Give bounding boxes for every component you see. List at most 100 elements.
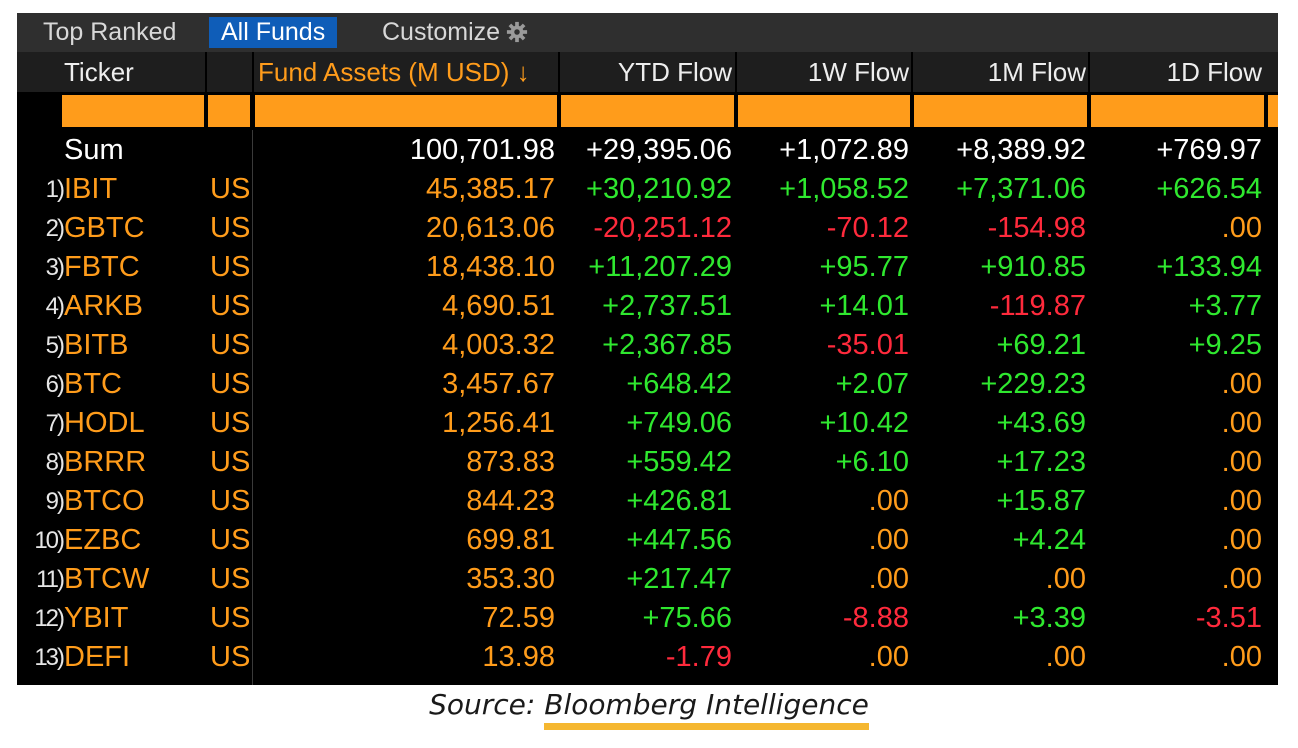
m1-flow-value: +43.69	[996, 407, 1086, 439]
table-row[interactable]: 13) DEFI US 13.98 -1.79 .00 .00 .00	[17, 638, 1278, 677]
fund-assets-value: 844.23	[466, 485, 555, 517]
tab-all-funds[interactable]: All Funds	[209, 17, 338, 48]
fund-assets-value: 18,438.10	[425, 251, 555, 283]
ticker-link[interactable]: BTCO	[64, 485, 145, 517]
column-header-ytd-flow[interactable]: YTD Flow	[617, 57, 732, 87]
column-header-1d-flow[interactable]: 1D Flow	[1166, 57, 1262, 87]
table-row[interactable]: 12) YBIT US 72.59 +75.66 -8.88 +3.39 -3.51	[17, 599, 1278, 638]
table-row[interactable]: 4) ARKB US 4,690.51 +2,737.51 +14.01 -119.87 +3…	[17, 287, 1278, 326]
filter-input-overflow[interactable]	[1268, 95, 1278, 127]
row-index: 1)	[45, 176, 65, 203]
country-code: US	[210, 641, 251, 673]
column-divider	[911, 52, 913, 92]
d1-flow-value: +626.54	[1156, 173, 1262, 205]
fund-assets-value: 699.81	[466, 524, 555, 556]
tab-customize[interactable]: Customize	[382, 17, 528, 48]
table-row[interactable]: 9) BTCO US 844.23 +426.81 .00 +15.87 .00	[17, 482, 1278, 521]
table-row[interactable]: 11) BTCW US 353.30 +217.47 .00 .00 .00	[17, 560, 1278, 599]
ticker-link[interactable]: BRRR	[64, 446, 147, 478]
country-code: US	[210, 446, 251, 478]
column-divider	[558, 52, 560, 92]
ytd-flow-value: -20,251.12	[593, 212, 732, 244]
table-row[interactable]: 8) BRRR US 873.83 +559.42 +6.10 +17.23 .00	[17, 443, 1278, 482]
ytd-flow-value: +30,210.92	[586, 173, 732, 205]
d1-flow-value: +9.25	[1188, 329, 1262, 361]
filter-input-1w-flow[interactable]	[738, 95, 910, 127]
ticker-link[interactable]: BTCW	[64, 563, 150, 595]
ticker-link[interactable]: BITB	[64, 329, 129, 361]
row-index: 5)	[45, 332, 65, 359]
country-code: US	[210, 407, 251, 439]
w1-flow-value: -70.12	[826, 212, 909, 244]
filter-input-ytd-flow[interactable]	[561, 95, 734, 127]
fund-assets-value: 1,256.41	[442, 407, 555, 439]
w1-flow-value: +2.07	[835, 368, 909, 400]
row-index: 9)	[45, 488, 65, 515]
m1-flow-value: +7,371.06	[956, 173, 1086, 205]
fund-assets-value: 353.30	[466, 563, 555, 595]
column-divider	[252, 52, 254, 92]
row-index: 11)	[36, 566, 65, 593]
sum-1m-flow: +8,389.92	[956, 134, 1086, 166]
column-header-ticker[interactable]: Ticker	[64, 57, 134, 87]
ticker-link[interactable]: FBTC	[64, 251, 140, 283]
filter-input-1d-flow[interactable]	[1091, 95, 1264, 127]
ytd-flow-value: +749.06	[626, 407, 732, 439]
column-divider	[205, 52, 207, 92]
d1-flow-value: -3.51	[1195, 602, 1262, 634]
fund-assets-value: 3,457.67	[442, 368, 555, 400]
filter-input-fund-assets[interactable]	[255, 95, 557, 127]
sum-1d-flow: +769.97	[1156, 134, 1262, 166]
country-code: US	[210, 368, 251, 400]
table-row[interactable]: 6) BTC US 3,457.67 +648.42 +2.07 +229.23 .00	[17, 365, 1278, 404]
row-index: 13)	[34, 644, 65, 671]
tab-bar: Top Ranked All Funds Customize	[17, 13, 1278, 52]
table-row[interactable]: 2) GBTC US 20,613.06 -20,251.12 -70.12 -154.98…	[17, 209, 1278, 248]
w1-flow-value: +6.10	[835, 446, 909, 478]
ticker-link[interactable]: DEFI	[64, 641, 131, 673]
row-index: 8)	[45, 449, 65, 476]
ytd-flow-value: +426.81	[626, 485, 732, 517]
column-header-1w-flow[interactable]: 1W Flow	[807, 57, 909, 87]
filter-input-1m-flow[interactable]	[914, 95, 1087, 127]
row-index: 2)	[45, 215, 65, 242]
ticker-link[interactable]: HODL	[64, 407, 145, 439]
column-header-fund-assets[interactable]: Fund Assets (M USD) ↓	[258, 57, 530, 87]
sum-ytd-flow: +29,395.06	[586, 134, 732, 166]
ticker-link[interactable]: IBIT	[64, 173, 118, 205]
w1-flow-value: +10.42	[819, 407, 909, 439]
row-index: 10)	[34, 527, 65, 554]
d1-flow-value: .00	[1221, 212, 1262, 244]
country-code: US	[210, 485, 251, 517]
fund-assets-value: 4,690.51	[442, 290, 555, 322]
tab-top-ranked[interactable]: Top Ranked	[43, 18, 177, 46]
m1-flow-value: +229.23	[980, 368, 1086, 400]
m1-flow-value: +17.23	[996, 446, 1086, 478]
row-index: 7)	[45, 410, 65, 437]
ticker-link[interactable]: BTC	[64, 368, 122, 400]
fund-assets-value: 13.98	[482, 641, 555, 673]
table-row[interactable]: 7) HODL US 1,256.41 +749.06 +10.42 +43.69 .00	[17, 404, 1278, 443]
filter-input-ticker[interactable]	[62, 95, 204, 127]
ticker-link[interactable]: YBIT	[64, 602, 129, 634]
country-code: US	[210, 251, 251, 283]
column-header-row: Ticker Fund Assets (M USD) ↓ YTD Flow 1W…	[17, 52, 1278, 92]
column-divider	[735, 52, 737, 92]
ticker-link[interactable]: GBTC	[64, 212, 145, 244]
fund-assets-value: 45,385.17	[425, 173, 555, 205]
source-caption: Source: Bloomberg Intelligence	[0, 688, 1298, 730]
source-brand: Bloomberg Intelligence	[544, 688, 869, 730]
ticker-link[interactable]: ARKB	[64, 290, 143, 322]
table-row[interactable]: 5) BITB US 4,003.32 +2,367.85 -35.01 +69.21 +9.…	[17, 326, 1278, 365]
w1-flow-value: -35.01	[826, 329, 909, 361]
filter-input-country[interactable]	[208, 95, 250, 127]
table-row[interactable]: 10) EZBC US 699.81 +447.56 .00 +4.24 .00	[17, 521, 1278, 560]
column-header-1m-flow[interactable]: 1M Flow	[987, 57, 1086, 87]
ticker-link[interactable]: EZBC	[64, 524, 142, 556]
w1-flow-value: .00	[868, 485, 909, 517]
ytd-flow-value: +2,367.85	[602, 329, 732, 361]
table-row[interactable]: 1) IBIT US 45,385.17 +30,210.92 +1,058.52 +7,3…	[17, 170, 1278, 209]
table-row[interactable]: 3) FBTC US 18,438.10 +11,207.29 +95.77 +910.85…	[17, 248, 1278, 287]
d1-flow-value: .00	[1221, 407, 1262, 439]
w1-flow-value: -8.88	[842, 602, 909, 634]
